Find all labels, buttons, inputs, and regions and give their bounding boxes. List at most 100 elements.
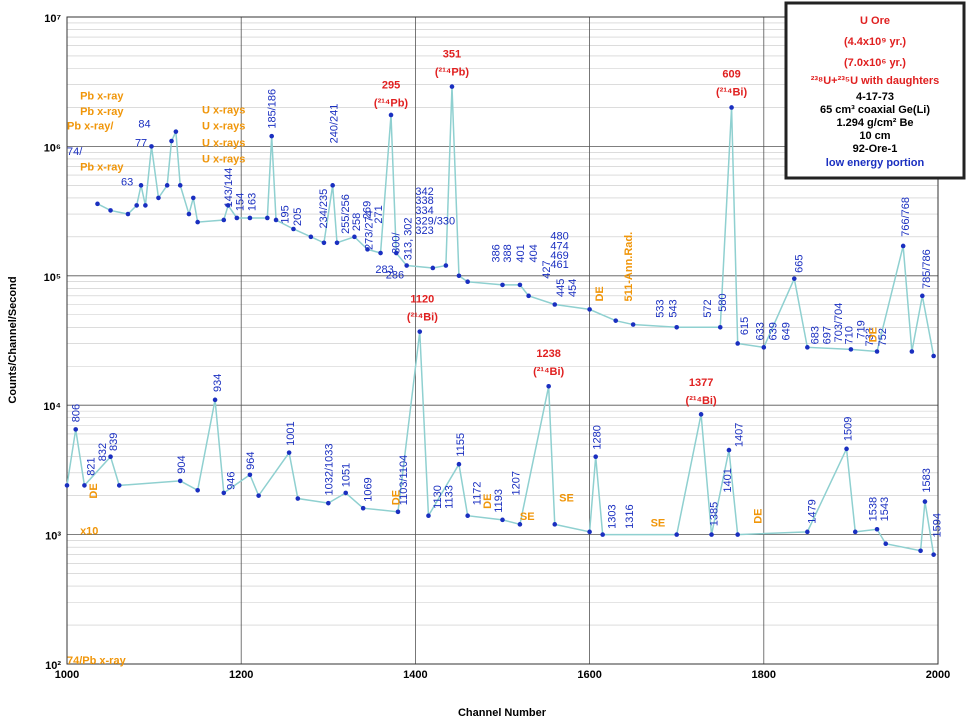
peak-label: 639	[768, 322, 780, 340]
major-peak-label: 295	[382, 79, 400, 91]
peak-note: 461	[550, 259, 568, 271]
major-peak-isotope: (²¹⁴Bi)	[533, 366, 564, 378]
peak-note: 469	[550, 250, 568, 262]
peak-label: 1538	[868, 497, 880, 521]
data-point	[552, 522, 558, 527]
peak-label: 271	[373, 205, 385, 223]
data-point	[116, 483, 122, 488]
data-point	[393, 250, 399, 256]
peak-note: 283	[375, 264, 393, 276]
x-tick-label: 2000	[926, 669, 950, 681]
data-point	[134, 203, 139, 208]
data-point	[587, 529, 592, 535]
data-point	[221, 217, 227, 223]
peak-note: 84	[138, 118, 150, 130]
data-point	[517, 522, 523, 527]
peak-label: 1069	[362, 477, 374, 501]
peak-label: DE	[390, 490, 402, 505]
data-point	[169, 138, 174, 144]
peak-label: 832	[97, 443, 109, 461]
major-peak-isotope: (²¹⁴Pb)	[435, 66, 469, 78]
peak-label: DE	[482, 494, 494, 509]
data-point	[593, 454, 598, 459]
data-point	[108, 208, 113, 213]
data-point	[334, 240, 340, 246]
data-point	[265, 215, 270, 221]
box-title: U Ore	[860, 15, 890, 27]
peak-note: SE	[559, 493, 574, 505]
data-point	[426, 513, 431, 518]
peak-note: 342	[415, 186, 433, 198]
peak-label: 934	[212, 374, 224, 392]
data-point	[874, 526, 880, 532]
data-point	[291, 226, 296, 232]
data-point	[138, 183, 144, 188]
y-tick-label: 10⁴	[43, 401, 61, 413]
data-point	[456, 461, 462, 467]
peak-label: 163	[247, 193, 259, 211]
peak-label: 427	[541, 260, 553, 278]
peak-label: 543	[667, 299, 679, 317]
data-point	[883, 541, 889, 547]
data-point	[164, 183, 170, 188]
y-axis-title: Counts/Channel/Second	[7, 276, 19, 403]
data-point	[630, 322, 636, 327]
x-axis-title: Channel Number	[458, 707, 547, 719]
peak-label: 1103/1104	[398, 455, 410, 505]
data-point	[125, 211, 131, 217]
peak-label: 1280	[592, 425, 604, 449]
peak-note: SE	[651, 518, 666, 530]
peak-note: 74/Pb x-ray	[67, 655, 127, 667]
peak-label: 1207	[511, 471, 523, 495]
data-point	[286, 450, 292, 455]
peak-label: 665	[794, 254, 806, 272]
data-point	[95, 201, 100, 207]
data-point	[330, 183, 335, 188]
data-point	[365, 247, 370, 252]
data-point	[613, 318, 619, 323]
y-tick-label: 10⁵	[44, 272, 61, 284]
peak-label: 1407	[734, 423, 746, 447]
peak-note: U x-rays	[202, 137, 245, 149]
major-peak-isotope: (²¹⁴Bi)	[716, 87, 747, 99]
data-point	[465, 279, 470, 285]
data-point	[848, 347, 854, 352]
data-point	[352, 234, 357, 240]
peak-label: 683	[809, 326, 821, 344]
peak-label: 946	[226, 472, 238, 490]
data-point	[449, 84, 455, 89]
data-point	[587, 307, 592, 312]
peak-label: 710	[843, 326, 855, 344]
peak-label: 185/186	[267, 89, 279, 129]
spectrum-line	[66, 331, 935, 555]
peak-label: 1193	[493, 489, 505, 513]
x-tick-label: 1600	[577, 669, 601, 681]
data-point	[343, 490, 349, 496]
data-point	[874, 349, 880, 354]
data-point	[761, 345, 767, 350]
peak-label: 785/786	[921, 249, 933, 289]
data-point	[156, 195, 161, 201]
data-point	[791, 276, 797, 281]
peak-label: 1316	[624, 504, 636, 528]
data-point	[64, 483, 70, 488]
peak-label: 964	[245, 452, 257, 470]
peak-label: 386	[491, 244, 503, 262]
peak-note: Pb x-ray	[80, 162, 124, 174]
data-point	[526, 293, 531, 299]
peak-note: 74/	[67, 146, 83, 158]
peak-label: 313, 302	[403, 217, 415, 260]
peak-label: 752	[877, 328, 889, 346]
peak-label: 1543	[879, 497, 891, 521]
data-point	[735, 341, 740, 346]
peak-label: 1001	[285, 421, 297, 445]
peak-label: 697	[822, 326, 834, 344]
data-point	[378, 250, 383, 256]
peak-label: 904	[176, 455, 188, 473]
peak-label: DE	[868, 327, 880, 342]
data-point	[143, 203, 148, 208]
major-peak-label: 1377	[689, 377, 713, 389]
data-point	[729, 105, 734, 110]
data-point	[177, 478, 183, 484]
